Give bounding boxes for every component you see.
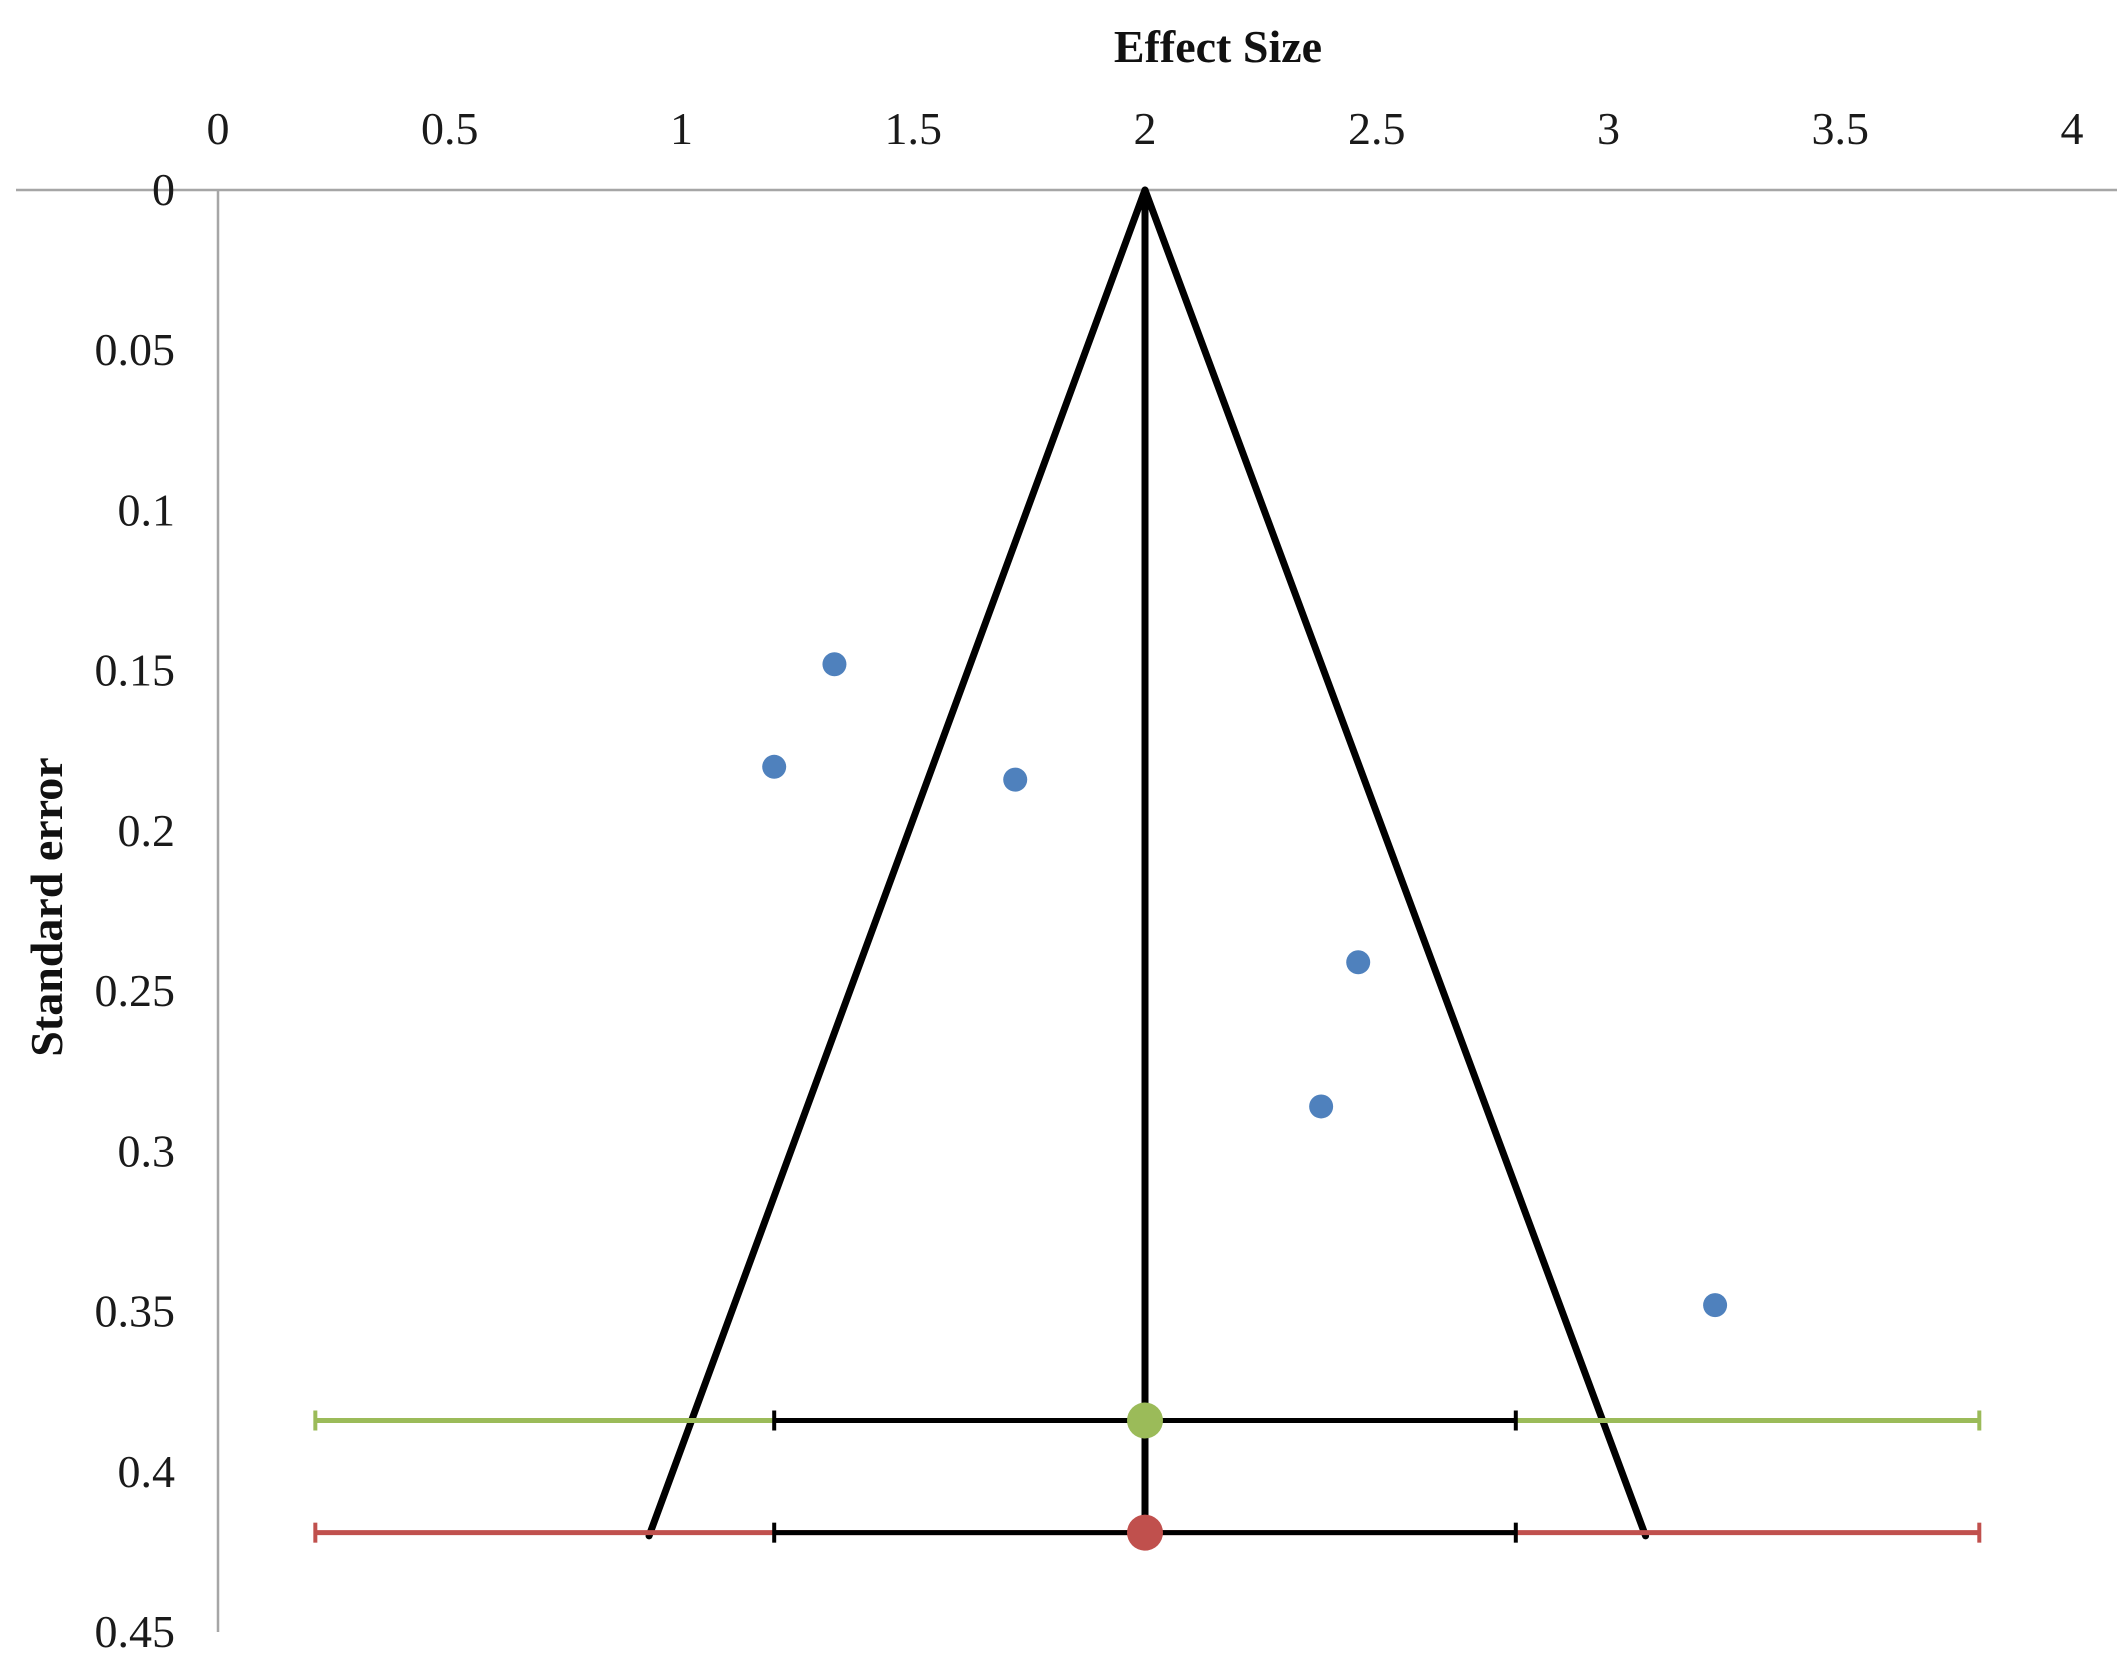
x-tick-label: 2.5 <box>1348 103 1406 154</box>
study-point <box>762 754 787 779</box>
x-tick-label: 3.5 <box>1812 103 1870 154</box>
y-tick-label: 0.35 <box>95 1286 176 1337</box>
y-tick-label: 0.4 <box>118 1446 176 1497</box>
study-point <box>822 652 847 677</box>
study-point <box>1346 950 1371 975</box>
y-tick-label: 0 <box>152 164 175 215</box>
axes: 0 0.5 1 1.5 2 2.5 3 3.5 4 0 0.05 0.1 0.15 0.2 0.25 0.3 0… <box>16 103 2117 1657</box>
funnel-right-line <box>1141 186 1650 1540</box>
x-tick-label: 1.5 <box>885 103 943 154</box>
study-point <box>1703 1293 1728 1318</box>
y-tick-label: 0.2 <box>118 805 176 856</box>
x-tick-label: 0 <box>207 103 230 154</box>
summary-intervals <box>313 1402 1982 1551</box>
y-tick-label: 0.05 <box>95 324 176 375</box>
x-tick-label: 0.5 <box>421 103 479 154</box>
funnel-lines <box>645 186 1650 1540</box>
funnel-left-line <box>645 186 1149 1540</box>
x-tick-label: 2 <box>1134 103 1157 154</box>
x-tick-label: 4 <box>2061 103 2084 154</box>
x-axis-title: Effect Size <box>1114 21 1322 72</box>
y-tick-label: 0.1 <box>118 484 176 535</box>
y-axis-title: Standard error <box>21 757 72 1056</box>
summary-estimate-point <box>1127 1514 1163 1551</box>
y-tick-label: 0.3 <box>118 1125 176 1176</box>
y-tick-label: 0.15 <box>95 645 176 696</box>
study-points <box>762 652 1728 1318</box>
x-tick-label: 3 <box>1597 103 1620 154</box>
x-tick-label: 1 <box>670 103 693 154</box>
study-point <box>1003 767 1028 792</box>
y-tick-label: 0.45 <box>95 1606 176 1657</box>
summary-estimate-point <box>1127 1402 1163 1439</box>
study-point <box>1309 1094 1334 1119</box>
y-tick-label: 0.25 <box>95 965 176 1016</box>
